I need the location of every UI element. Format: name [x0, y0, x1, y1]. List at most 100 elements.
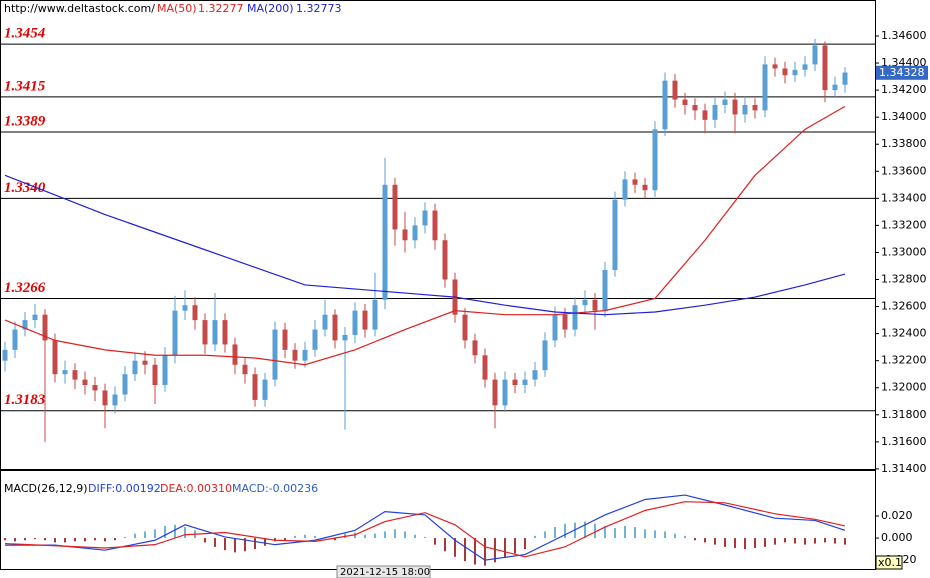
macd-bar — [334, 538, 336, 541]
level-label: 1.3183 — [4, 392, 46, 408]
candle-body — [282, 329, 288, 350]
y-tick-label: 0.020 — [881, 509, 913, 522]
macd-bar — [384, 531, 386, 539]
candle-body — [12, 329, 18, 350]
macd-bar — [144, 531, 146, 539]
macd-bar — [364, 534, 366, 539]
price-panel-frame — [0, 0, 876, 470]
candle-body — [802, 64, 808, 70]
candle-body — [172, 310, 178, 356]
macd-bar — [154, 529, 156, 539]
candle-body — [572, 305, 578, 330]
candle-body — [2, 349, 8, 361]
candle-body — [22, 320, 28, 330]
macd-bar — [784, 538, 786, 543]
macd-bar — [734, 538, 736, 548]
candle-body — [52, 340, 58, 375]
macd-bar — [494, 538, 496, 563]
macd-bar — [4, 538, 6, 541]
cursor-label: 2021-12-15 18:00 — [340, 567, 430, 578]
y-tick-label: 1.31800 — [881, 408, 927, 421]
macd-bar — [294, 535, 296, 539]
macd-bar — [124, 536, 126, 539]
candle-body — [752, 104, 758, 111]
macd-bar — [204, 538, 206, 543]
y-tick-label: 0.000 — [881, 531, 913, 544]
candle-body — [212, 320, 218, 345]
candle-body — [702, 110, 708, 120]
macd-bar — [684, 535, 686, 539]
macd-bar — [824, 538, 826, 543]
macd-bar — [584, 521, 586, 539]
candle-body — [482, 355, 488, 380]
candle-body — [672, 80, 678, 100]
macd-bar — [414, 534, 416, 539]
macd-bar — [544, 531, 546, 539]
candle-body — [402, 229, 408, 241]
candle-body — [412, 225, 418, 241]
legend-value: 1.32277 — [198, 2, 244, 15]
macd-bar — [34, 538, 36, 540]
candle-body — [122, 374, 128, 395]
macd-bar — [704, 538, 706, 543]
candle-body — [332, 314, 338, 341]
macd-bar — [754, 538, 756, 548]
candle-body — [192, 305, 198, 321]
macd-bar — [224, 538, 226, 551]
candle-body — [102, 390, 108, 406]
macd-bar — [534, 535, 536, 539]
candle-body — [232, 344, 238, 365]
candle-body — [562, 314, 568, 330]
macd-bar — [74, 538, 76, 542]
macd-bar — [404, 531, 406, 539]
legend-label: MACD:-0.00236 — [232, 482, 318, 495]
macd-bar — [304, 534, 306, 539]
macd-bar — [234, 538, 236, 553]
macd-bar — [464, 538, 466, 562]
candle-body — [142, 360, 148, 365]
last-price-label: 1.34328 — [879, 66, 925, 79]
cursor-box — [336, 565, 431, 578]
candle-body — [62, 370, 68, 375]
candle-body — [82, 379, 88, 386]
y-tick-label: 1.32600 — [881, 300, 927, 313]
macd-panel-frame — [0, 470, 876, 570]
y-tick-label: 1.32800 — [881, 273, 927, 286]
candle-body — [242, 364, 248, 375]
macd-bar — [714, 538, 716, 545]
candle-body — [842, 72, 848, 85]
candle-body — [422, 210, 428, 226]
candle-body — [682, 99, 688, 105]
candle-body — [822, 45, 828, 91]
candle-body — [542, 340, 548, 371]
legend-label: DEA:0.00310 — [160, 482, 232, 495]
macd-bar — [444, 538, 446, 552]
candle-body — [632, 179, 638, 185]
candle-body — [642, 184, 648, 191]
candle-body — [582, 299, 588, 306]
macd-title: MACD(26,12,9) — [4, 482, 88, 495]
macd-bar — [794, 538, 796, 544]
candle-body — [742, 104, 748, 115]
macd-bar — [484, 538, 486, 566]
legend-label: DIFF:0.00192 — [88, 482, 161, 495]
macd-bar — [814, 538, 816, 544]
macd-bar — [834, 538, 836, 544]
candle-body — [472, 340, 478, 356]
candle-body — [32, 314, 38, 321]
macd-bar — [674, 533, 676, 539]
macd-bar — [514, 538, 516, 554]
macd-bar — [214, 538, 216, 547]
y-tick-label: 1.33800 — [881, 137, 927, 150]
level-label: 1.3266 — [4, 280, 46, 296]
candle-body — [132, 360, 138, 375]
macd-bar — [54, 538, 56, 543]
scale-box — [875, 555, 903, 570]
candle-body — [182, 305, 188, 311]
macd-bar — [644, 529, 646, 539]
macd-bar — [624, 525, 626, 539]
candle-body — [772, 64, 778, 69]
macd-bar — [264, 538, 266, 546]
macd-bar — [454, 538, 456, 557]
